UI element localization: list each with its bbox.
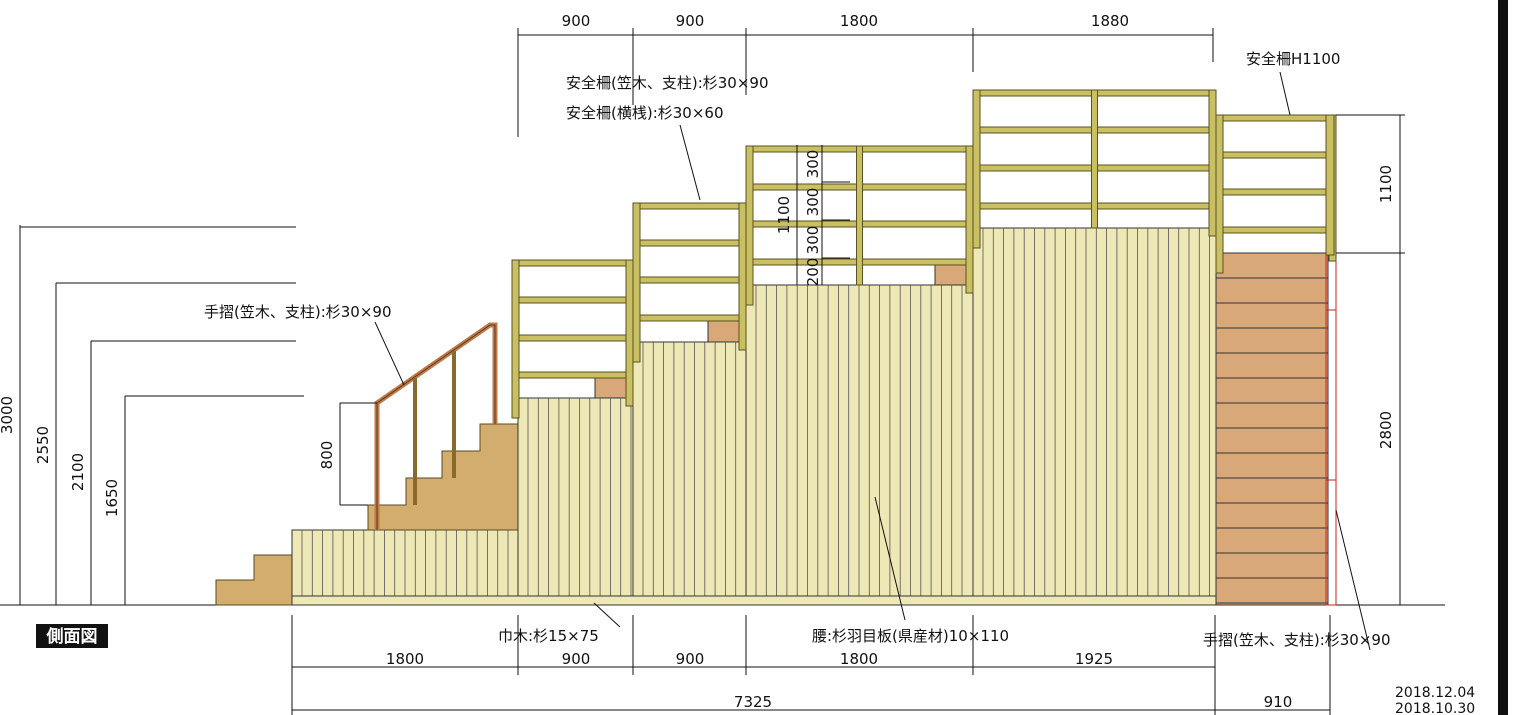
baseboard (291, 595, 1217, 606)
guard-rails (511, 89, 1337, 419)
platform-3 (632, 320, 747, 606)
total-910: 910 (1264, 693, 1293, 711)
date-revision: 2018.12.04 (1395, 685, 1475, 701)
bottom-dim-4: 1800 (840, 650, 878, 668)
platform-5 (972, 227, 1217, 606)
note-guard-rail-h1100: 安全柵H1100 (1246, 50, 1340, 68)
lower-steps (215, 554, 293, 606)
vertical-siding (301, 228, 1210, 596)
note-waist-board: 腰:杉羽目板(県産材)10×110 (812, 627, 1009, 645)
drawing-title: 側面図 (46, 626, 98, 647)
platform-2 (517, 377, 634, 606)
rail-dim-300b: 300 (804, 188, 822, 217)
height-3000: 3000 (0, 396, 16, 434)
height-2550: 2550 (34, 426, 52, 464)
platform-4 (745, 263, 974, 606)
rail-spacing-dims (796, 145, 850, 285)
leader-lines (374, 71, 1371, 651)
right-height-1100: 1100 (1377, 165, 1395, 203)
top-dim-3: 1800 (840, 12, 878, 30)
top-dimension-line (517, 28, 1214, 137)
right-height-dims (1336, 114, 1405, 605)
note-handrail-right: 手摺(笠木、支柱):杉30×90 (1203, 631, 1391, 649)
top-dim-4: 1880 (1091, 12, 1129, 30)
note-handrail-left: 手摺(笠木、支柱):杉30×90 (204, 303, 392, 321)
stair-handrail (374, 322, 498, 530)
bottom-dim-3: 900 (676, 650, 705, 668)
top-dim-2: 900 (676, 12, 705, 30)
left-height-dims (19, 225, 377, 605)
bottom-dimension-lines (291, 615, 1331, 715)
bottom-dim-5: 1925 (1075, 650, 1113, 668)
bottom-dim-1: 1800 (386, 650, 424, 668)
note-guard-rail-cap-post: 安全柵(笠木、支柱):杉30×90 (566, 74, 769, 92)
rail-dim-300a: 300 (804, 150, 822, 179)
date-original: 2018.10.30 (1395, 701, 1475, 715)
bottom-dim-2: 900 (562, 650, 591, 668)
upper-stair (367, 423, 519, 531)
rail-dim-1100: 1100 (775, 196, 793, 234)
note-baseboard: 巾木:杉15×75 (498, 627, 599, 645)
top-dim-1: 900 (562, 12, 591, 30)
title-box (36, 624, 108, 648)
note-guard-rail-horizontal: 安全柵(横桟):杉30×60 (566, 104, 724, 122)
right-height-2800: 2800 (1377, 411, 1395, 449)
rail-dim-300c: 300 (804, 226, 822, 255)
height-1650: 1650 (103, 479, 121, 517)
stair-rail-height-800: 800 (318, 441, 336, 470)
total-7325: 7325 (734, 693, 772, 711)
rail-dim-200: 200 (804, 258, 822, 287)
tower-block (1215, 149, 1337, 606)
height-2100: 2100 (69, 453, 87, 491)
